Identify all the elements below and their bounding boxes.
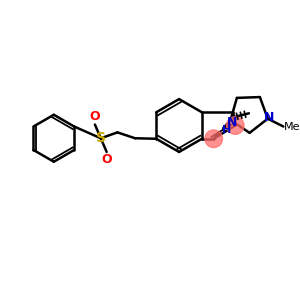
Circle shape: [226, 117, 244, 134]
Text: O: O: [90, 110, 100, 123]
Text: N: N: [227, 116, 238, 129]
Text: S: S: [96, 131, 106, 145]
Circle shape: [205, 130, 223, 148]
Text: O: O: [101, 153, 112, 166]
Text: N: N: [263, 111, 274, 124]
Text: H: H: [222, 125, 231, 135]
Text: Me: Me: [284, 122, 300, 131]
